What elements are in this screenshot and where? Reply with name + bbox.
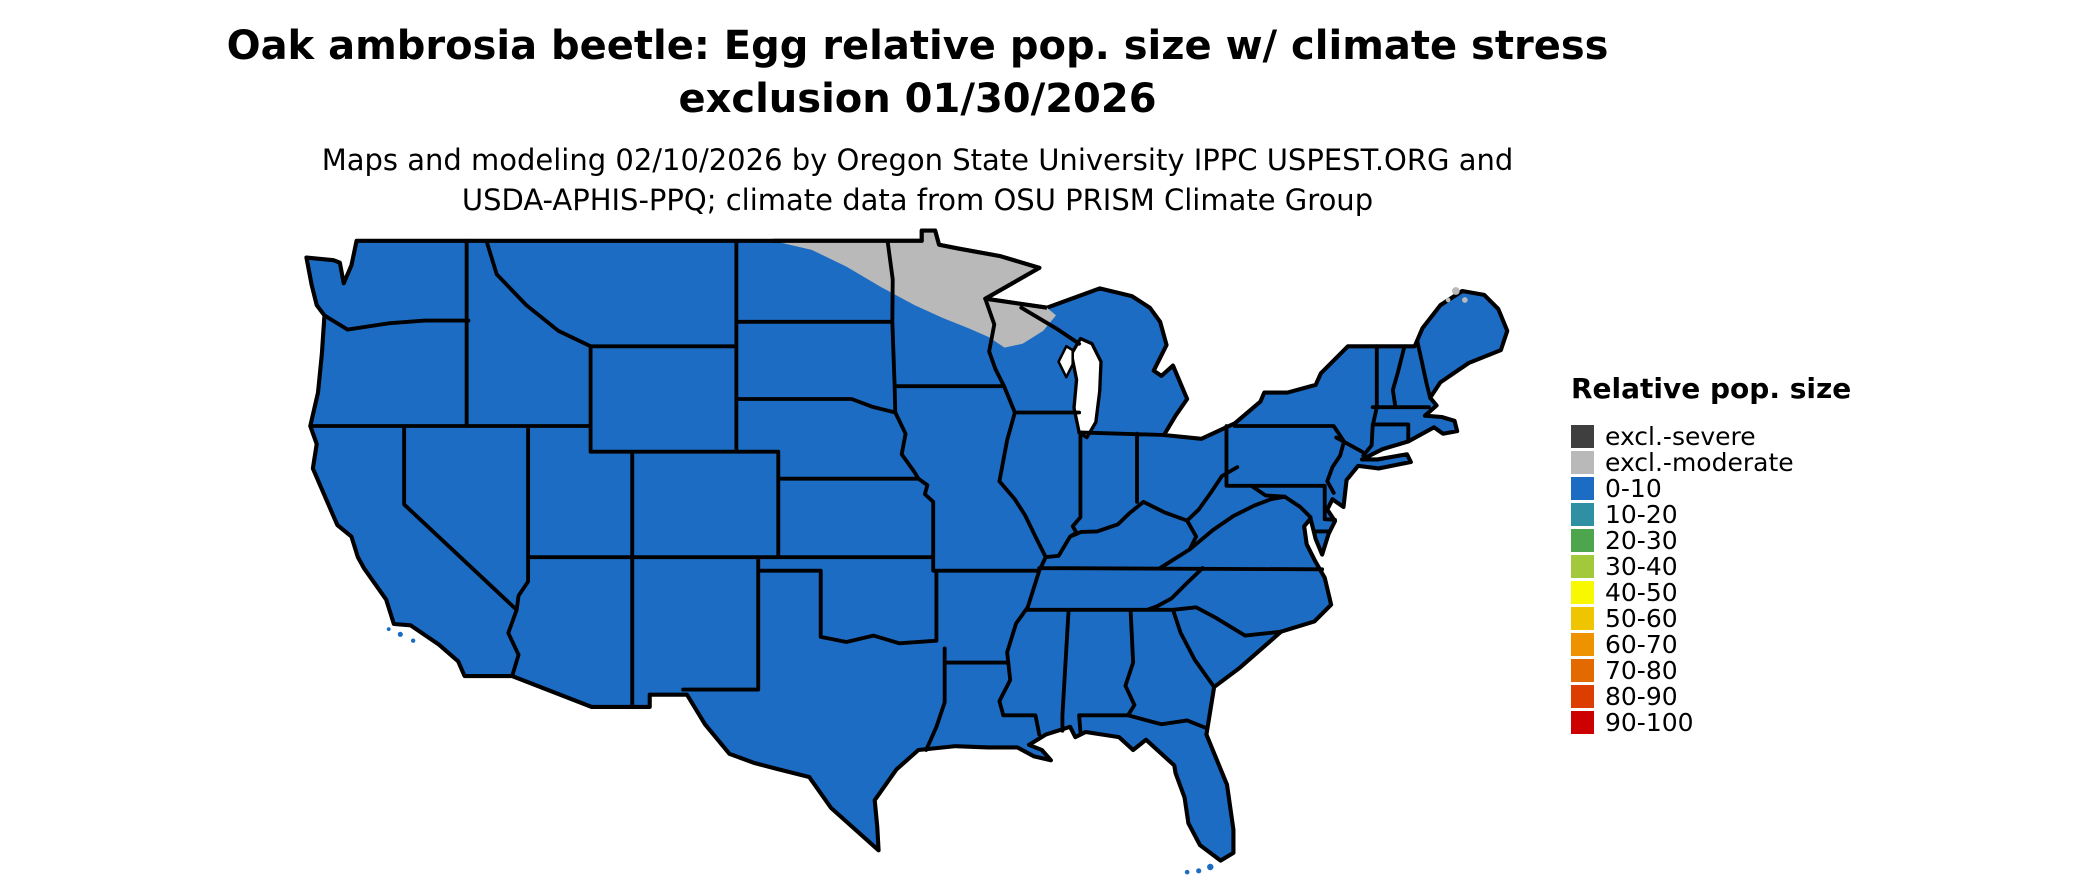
legend-label: 30-40	[1605, 551, 1678, 581]
exclusion-dot	[1462, 297, 1468, 303]
maine-exclusion-speckles	[1445, 287, 1468, 303]
legend-swatch	[1571, 554, 1594, 578]
us-landmass	[304, 228, 1510, 863]
map-subtitle-line2: USDA-APHIS-PPQ; climate data from OSU PR…	[461, 182, 1374, 217]
legend-row: 80-90	[1571, 683, 1851, 709]
island-dot	[1196, 868, 1202, 874]
legend-entries: excl.-severe excl.-moderate 0-10 10-20 20-30…	[1571, 423, 1851, 735]
map-title: Oak ambrosia beetle: Egg relative pop. s…	[0, 0, 1835, 126]
legend-label: excl.-moderate	[1605, 447, 1794, 477]
legend-label: excl.-severe	[1605, 421, 1756, 451]
legend-label: 0-10	[1605, 473, 1662, 503]
legend: Relative pop. size excl.-severe excl.-mod…	[1571, 372, 1851, 735]
legend-row: excl.-severe	[1571, 423, 1851, 449]
island-dot	[1184, 869, 1190, 875]
legend-title: Relative pop. size	[1571, 372, 1852, 405]
green-bay	[1057, 344, 1074, 379]
legend-swatch	[1571, 502, 1594, 526]
exclusion-dot	[1451, 287, 1460, 295]
island-speckles	[386, 627, 1214, 875]
map-subtitle: Maps and modeling 02/10/2026 by Oregon S…	[0, 140, 1835, 220]
legend-swatch	[1571, 632, 1594, 656]
legend-row: 90-100	[1571, 709, 1851, 735]
legend-swatch	[1571, 684, 1594, 708]
exclusion-moderate-region	[773, 230, 1056, 348]
island-dot	[386, 627, 391, 632]
legend-label: 20-30	[1605, 525, 1678, 555]
legend-swatch	[1571, 658, 1594, 682]
map-title-line2: exclusion 01/30/2026	[678, 75, 1157, 122]
legend-row: 0-10	[1571, 475, 1851, 501]
legend-row: 20-30	[1571, 527, 1851, 553]
us-map	[304, 228, 1510, 875]
legend-label: 60-70	[1605, 629, 1678, 659]
legend-row: 70-80	[1571, 657, 1851, 683]
map-figure: Oak ambrosia beetle: Egg relative pop. s…	[0, 0, 1835, 875]
legend-label: 50-60	[1605, 603, 1678, 633]
legend-label: 10-20	[1605, 499, 1678, 529]
legend-swatch	[1571, 580, 1594, 604]
state-borders	[308, 238, 1433, 752]
legend-row: 10-20	[1571, 501, 1851, 527]
legend-swatch	[1571, 606, 1594, 630]
legend-row: 40-50	[1571, 579, 1851, 605]
legend-row: excl.-moderate	[1571, 449, 1851, 475]
legend-label: 80-90	[1605, 681, 1678, 711]
map-title-line1: Oak ambrosia beetle: Egg relative pop. s…	[226, 23, 1609, 69]
legend-label: 40-50	[1605, 577, 1678, 607]
lake-michigan	[1069, 336, 1103, 440]
legend-row: 30-40	[1571, 553, 1851, 579]
island-dot	[410, 638, 416, 643]
legend-label: 70-80	[1605, 655, 1678, 685]
legend-swatch	[1571, 710, 1594, 734]
legend-swatch	[1571, 424, 1594, 448]
legend-swatch	[1571, 528, 1594, 552]
legend-swatch	[1571, 476, 1594, 500]
map-subtitle-line1: Maps and modeling 02/10/2026 by Oregon S…	[321, 142, 1514, 177]
exclusion-dot	[1445, 297, 1451, 303]
island-dot	[1207, 863, 1214, 871]
legend-row: 50-60	[1571, 605, 1851, 631]
legend-row: 60-70	[1571, 631, 1851, 657]
legend-label: 90-100	[1605, 707, 1694, 737]
island-dot	[397, 631, 403, 637]
national-border-over-exclusion	[773, 228, 1048, 310]
legend-swatch	[1571, 450, 1594, 474]
